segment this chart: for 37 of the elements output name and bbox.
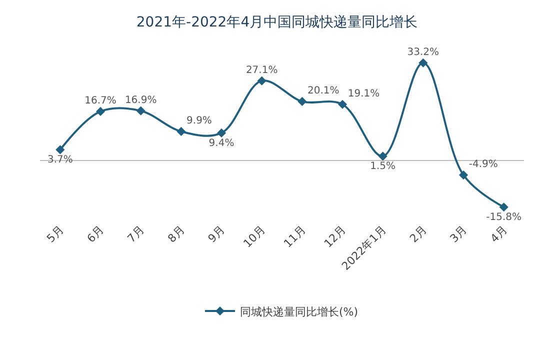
data-label: 16.7%: [84, 96, 116, 107]
data-label: 16.9%: [124, 94, 157, 106]
data-label: 27.1%: [246, 64, 278, 76]
x-tick-label: 12月: [322, 223, 349, 250]
point: [298, 96, 307, 106]
point: [378, 152, 388, 161]
data-label: -15.8%: [486, 212, 522, 224]
x-tick-label: 11月: [281, 223, 308, 250]
point: [176, 126, 186, 136]
x-tick-label: 9月: [206, 223, 228, 246]
point: [216, 128, 226, 138]
point: [96, 106, 106, 116]
point: [418, 58, 428, 68]
x-tick-label: 10月: [240, 223, 268, 250]
data-label: 33.2%: [407, 47, 440, 58]
point: [56, 145, 65, 154]
data-label: 1.5%: [370, 161, 396, 172]
chart-title: 2021年-2022年4月中国同城快递量同比增长: [136, 14, 418, 31]
x-tick-label: 7月: [124, 223, 147, 246]
x-tick-label: 5月: [44, 223, 66, 246]
data-label: 20.1%: [308, 86, 340, 97]
point: [136, 106, 146, 116]
x-tick-label: 4月: [488, 223, 510, 246]
data-label: 3.7%: [47, 154, 73, 166]
x-tick-label: 6月: [84, 223, 107, 246]
legend-label: 同城快递量同比增长(%): [240, 305, 358, 318]
point: [338, 100, 348, 109]
x-tick-label: 2月: [407, 223, 430, 246]
point: [458, 170, 468, 180]
data-label: -4.9%: [468, 159, 498, 170]
point: [257, 76, 266, 86]
x-tick-label: 8月: [165, 223, 188, 246]
point: [499, 202, 508, 212]
data-label: 19.1%: [348, 88, 380, 100]
x-tick-label: 3月: [448, 223, 470, 246]
data-label: 9.9%: [186, 116, 212, 127]
data-label: 9.4%: [208, 138, 234, 149]
